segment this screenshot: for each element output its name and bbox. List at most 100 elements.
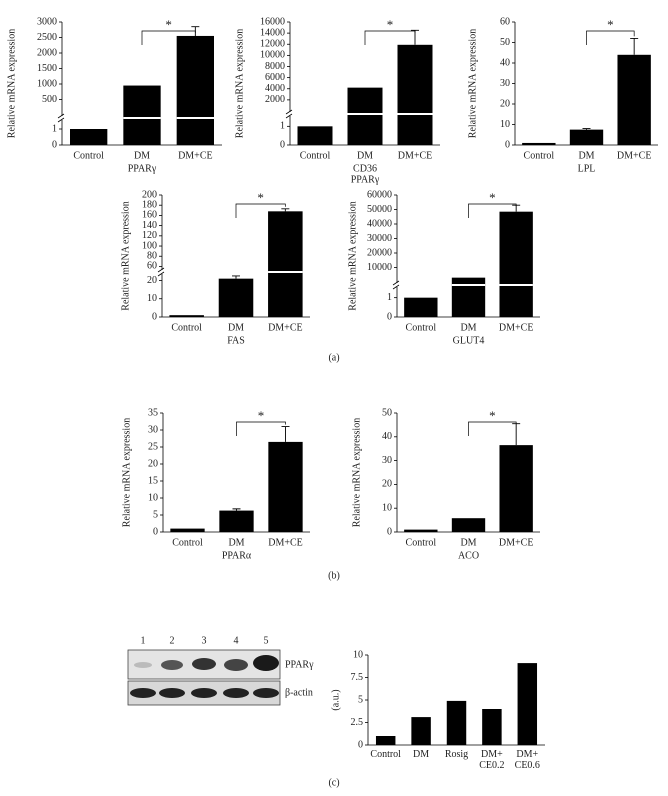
y-tick-label: 0 (387, 311, 392, 322)
axis-break (57, 113, 65, 119)
y-tick-label: 0 (358, 739, 363, 750)
bar (375, 736, 396, 745)
bar (499, 211, 533, 317)
x-axis-label: PPARγ (128, 163, 157, 174)
y-tick-label: 100 (142, 240, 157, 251)
band-label: β-actin (285, 687, 313, 698)
y-tick-label: 20 (148, 458, 158, 469)
y-tick-label: 10 (147, 293, 157, 304)
x-tick-label: Control (73, 150, 104, 161)
bar (123, 85, 161, 145)
y-tick-label: 40 (500, 57, 510, 68)
band (161, 660, 183, 670)
significance-mark: * (489, 190, 496, 205)
y-tick-label: 12000 (260, 39, 285, 50)
bar (404, 529, 438, 532)
bar (569, 129, 604, 145)
y-tick-label: 0 (153, 526, 158, 537)
x-axis-label: FAS (227, 335, 245, 346)
error-bar (232, 275, 240, 279)
y-tick-label: 2000 (37, 47, 57, 58)
x-axis-label: CD36 (353, 163, 377, 174)
bar (268, 441, 303, 532)
y-tick-label: 5 (153, 509, 158, 520)
y-tick-label: 30 (148, 424, 158, 435)
panel-label: (b) (328, 570, 340, 581)
x-tick-label: DM+CE (178, 150, 213, 161)
y-tick-label: 0 (152, 311, 157, 322)
bar-break (397, 113, 433, 115)
significance-bracket (586, 30, 635, 45)
x-tick-label: Control (300, 150, 331, 161)
y-axis-label: Relative mRNA expression (121, 418, 132, 527)
y-tick-label: 180 (142, 200, 157, 211)
x-tick-label: Control (172, 537, 203, 548)
axis-break (285, 109, 293, 115)
y-tick-label: 140 (142, 220, 157, 231)
x-tick-label: DM (134, 150, 150, 161)
bar (451, 277, 486, 317)
bar-break (268, 271, 303, 273)
axis-break (157, 271, 165, 277)
x-tick-label-box: DM+ CE0.6 (514, 749, 540, 771)
axis-break-gap (158, 270, 166, 274)
y-tick-label: 14000 (260, 27, 285, 38)
y-tick-label: 200 (142, 189, 157, 200)
x-tick-label: Control (171, 322, 202, 333)
x-tick-label: DM+ CE0.6 (514, 749, 540, 771)
x-tick-label: Control (524, 150, 555, 161)
x-axis-label: PPARγ (351, 174, 380, 185)
band (253, 688, 279, 698)
x-tick-label: DM (228, 537, 244, 548)
y-tick-label: 50000 (367, 204, 392, 215)
error-bar (281, 426, 290, 442)
band (223, 688, 249, 698)
x-tick-label: DM+CE (499, 537, 534, 548)
x-axis-label: PPARα (222, 550, 252, 561)
y-tick-label: 10 (353, 649, 363, 660)
error-bar (512, 204, 521, 212)
x-tick-label: DM (578, 150, 594, 161)
bar (404, 297, 438, 317)
bar (169, 315, 204, 317)
y-axis-label: Relative mRNA expression (120, 201, 131, 310)
y-tick-label: 0 (280, 139, 285, 150)
x-tick-label: DM (460, 322, 476, 333)
x-tick-label: Rosig (444, 749, 469, 760)
significance-bracket (468, 421, 517, 436)
axis-break-gap (58, 116, 66, 120)
lane-label: 1 (141, 635, 146, 646)
y-tick-label: 1000 (37, 78, 57, 89)
significance-mark: * (257, 190, 264, 205)
x-axis-label: ACO (458, 550, 479, 561)
axis-break (392, 280, 400, 286)
bar-break (451, 284, 486, 286)
y-tick-label: 8000 (265, 61, 285, 72)
significance-bracket (468, 203, 517, 218)
y-tick-label: 60 (500, 16, 510, 27)
y-tick-label: 7.5 (351, 672, 364, 683)
y-tick-label: 10 (500, 119, 510, 130)
axis-break-gap (286, 112, 294, 116)
x-tick-label: DM (413, 749, 430, 760)
band-label: PPARγ (285, 659, 314, 670)
bar (617, 54, 651, 145)
x-tick-label: Control (406, 537, 437, 548)
y-tick-label: 1 (280, 121, 285, 132)
error-bar (630, 37, 639, 55)
x-tick-label-box: Control (370, 749, 401, 760)
y-tick-label: 60 (147, 261, 157, 272)
bar (218, 278, 254, 317)
western-blot: 1 2 3 4 5 PPARγ β-actin (127, 635, 314, 706)
significance-bracket (364, 30, 416, 45)
y-tick-label: 10000 (260, 50, 285, 61)
band (159, 688, 185, 698)
significance-bracket (236, 421, 286, 436)
bar-break (499, 284, 533, 286)
significance-bracket (141, 30, 196, 45)
error-bar (582, 128, 591, 130)
bar (70, 129, 108, 145)
y-tick-label: 50 (382, 407, 392, 418)
y-axis-label: Relative mRNA expression (351, 418, 362, 527)
